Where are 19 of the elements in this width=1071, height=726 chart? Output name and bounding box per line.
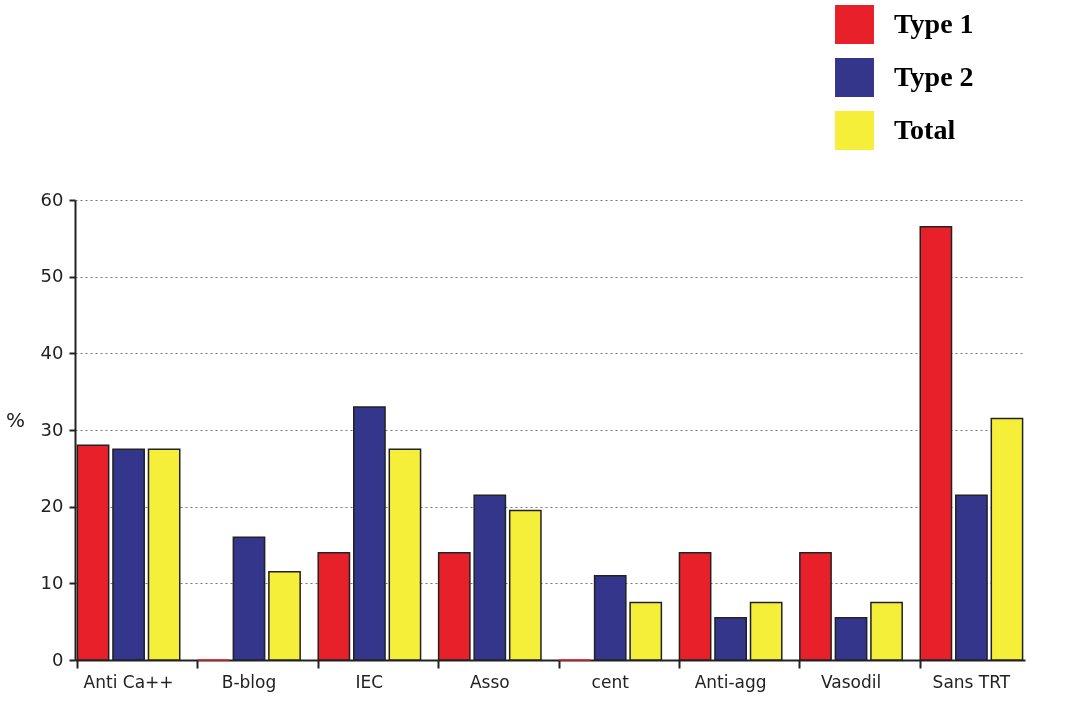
- x-tick-label: Vasodil: [820, 671, 882, 692]
- x-tick-label: Sans TRT: [932, 671, 1011, 692]
- y-axis-title: %: [5, 407, 26, 432]
- x-tick-label: Asso: [469, 671, 510, 692]
- legend-label: Type 2: [894, 60, 974, 92]
- y-tick-label: 20: [40, 495, 64, 517]
- y-tick-label: 40: [40, 341, 64, 363]
- x-tick-label: cent: [591, 671, 630, 692]
- x-tick-label: B-blog: [221, 671, 277, 692]
- x-tick-label: Anti Ca++: [83, 671, 174, 692]
- legend-label: Total: [894, 113, 956, 145]
- legend-label: Type 1: [894, 7, 974, 39]
- y-tick-label: 10: [40, 571, 64, 593]
- y-tick-label: 0: [52, 648, 64, 670]
- y-tick-label: 50: [40, 265, 64, 287]
- y-tick-label: 60: [40, 188, 64, 210]
- x-tick-label: Anti-agg: [694, 671, 767, 692]
- x-tick-label: IEC: [355, 671, 384, 692]
- y-tick-label: 30: [40, 418, 64, 440]
